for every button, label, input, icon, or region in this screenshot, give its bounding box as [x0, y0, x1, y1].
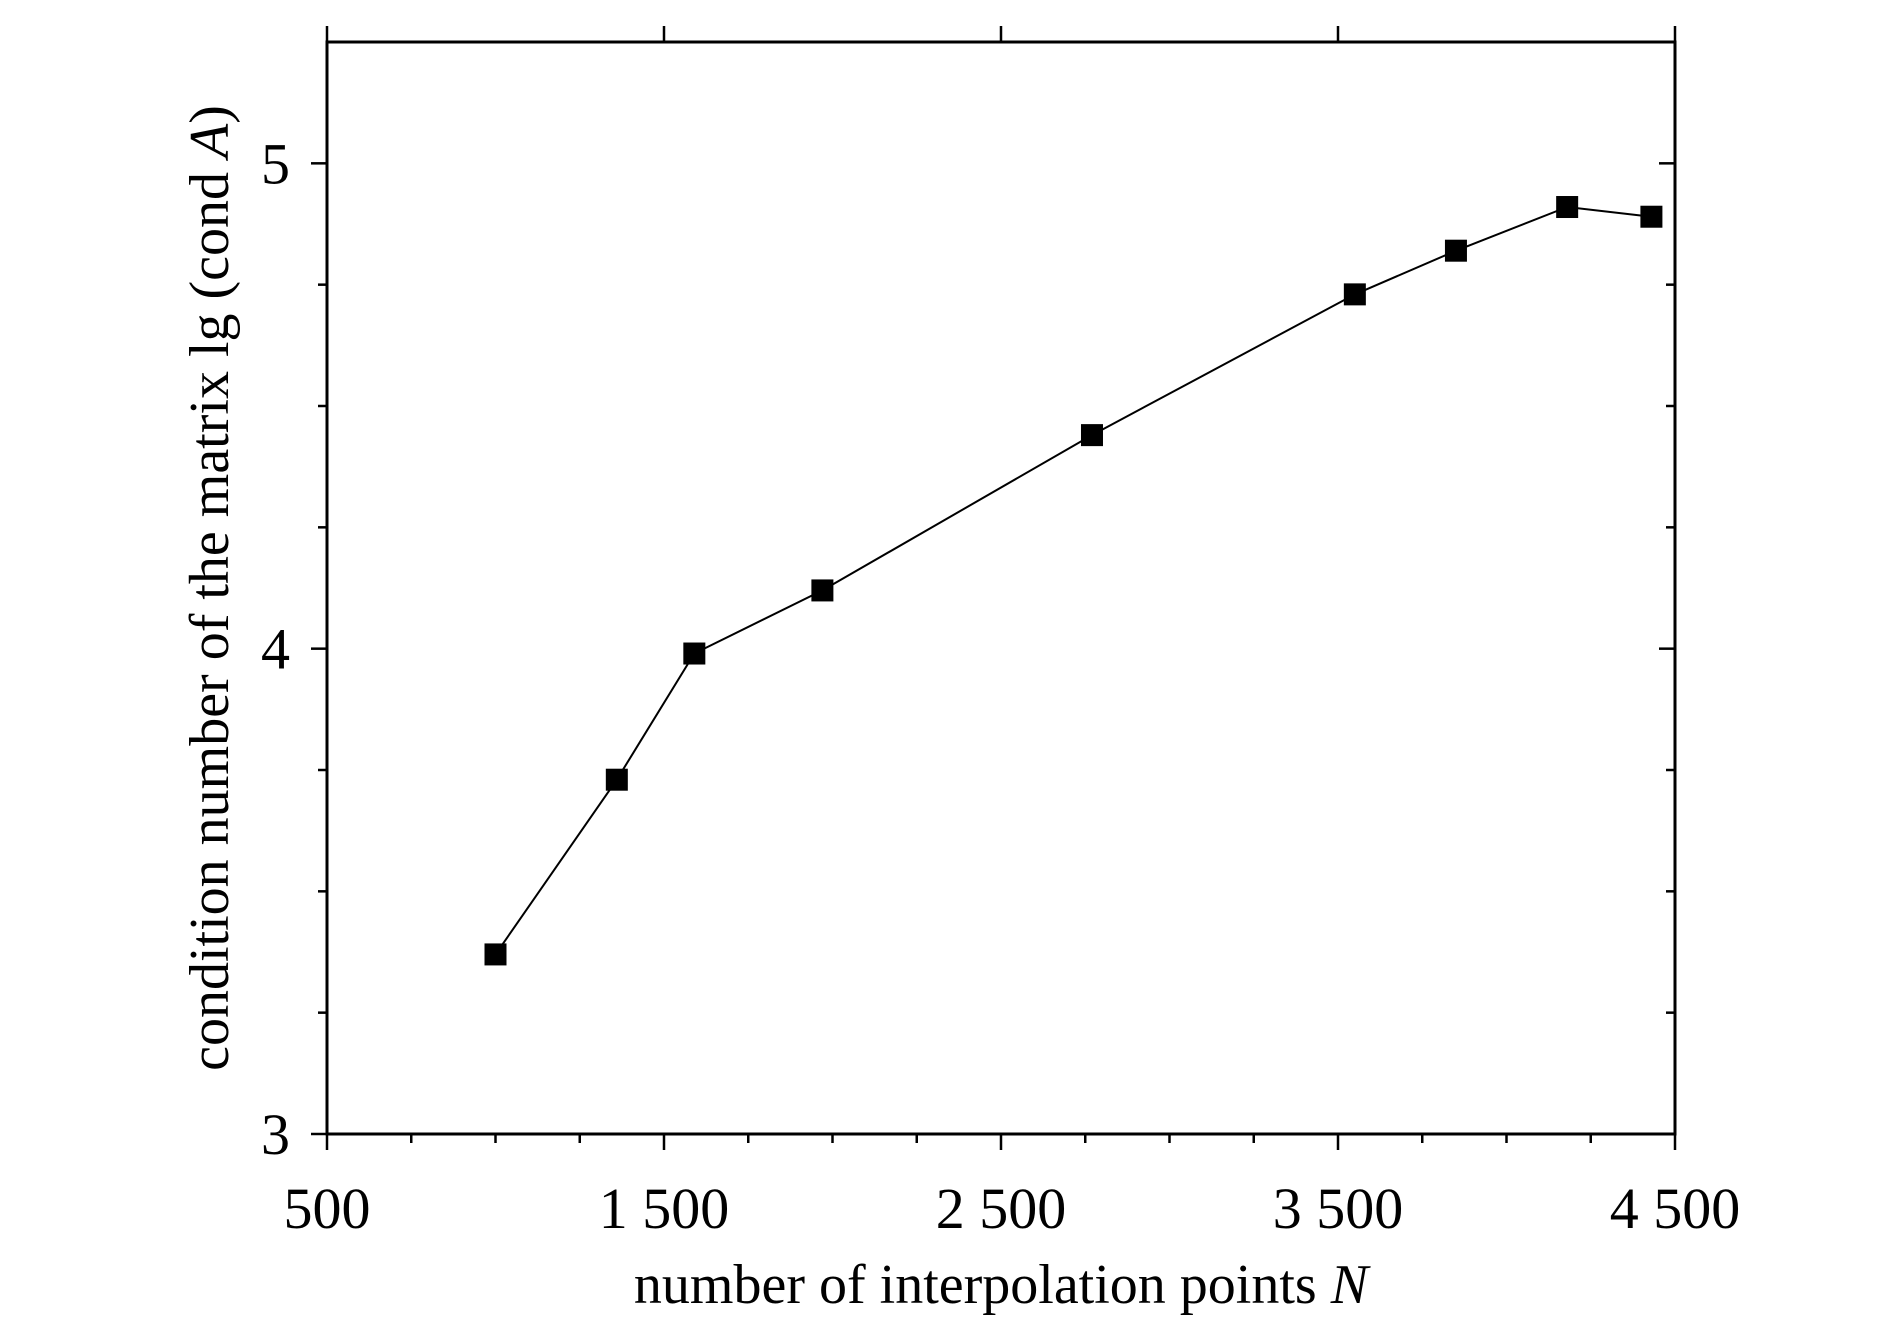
data-point-marker [1343, 283, 1366, 306]
data-point-marker [1444, 239, 1467, 262]
x-tick-label: 3 500 [1273, 1176, 1404, 1241]
data-point-marker [683, 642, 706, 665]
axis-ticks [311, 26, 1677, 1150]
x-tick-label: 500 [284, 1176, 371, 1241]
y-axis-title: condition number of the matrix lg (cond … [179, 105, 241, 1071]
series-line [494, 205, 1652, 955]
data-point-marker [1080, 424, 1103, 447]
data-point-marker [811, 579, 834, 602]
data-point-marker [1556, 196, 1579, 219]
y-tick-labels: 3 4 5 [261, 131, 290, 1167]
series-markers [484, 196, 1663, 966]
y-tick-label: 3 [261, 1102, 290, 1167]
plot-frame [325, 40, 1677, 1136]
data-point-marker [484, 943, 507, 966]
x-tick-labels: 500 1 500 2 500 3 500 4 500 [284, 1176, 1741, 1241]
y-tick-label: 5 [261, 131, 290, 196]
data-point-marker [1640, 205, 1663, 228]
x-axis-title: number of interpolation points N [634, 1254, 1371, 1316]
x-tick-label: 4 500 [1610, 1176, 1741, 1241]
x-tick-label: 2 500 [936, 1176, 1067, 1241]
y-tick-label: 4 [261, 617, 290, 682]
data-point-marker [605, 768, 628, 791]
x-tick-label: 1 500 [599, 1176, 730, 1241]
